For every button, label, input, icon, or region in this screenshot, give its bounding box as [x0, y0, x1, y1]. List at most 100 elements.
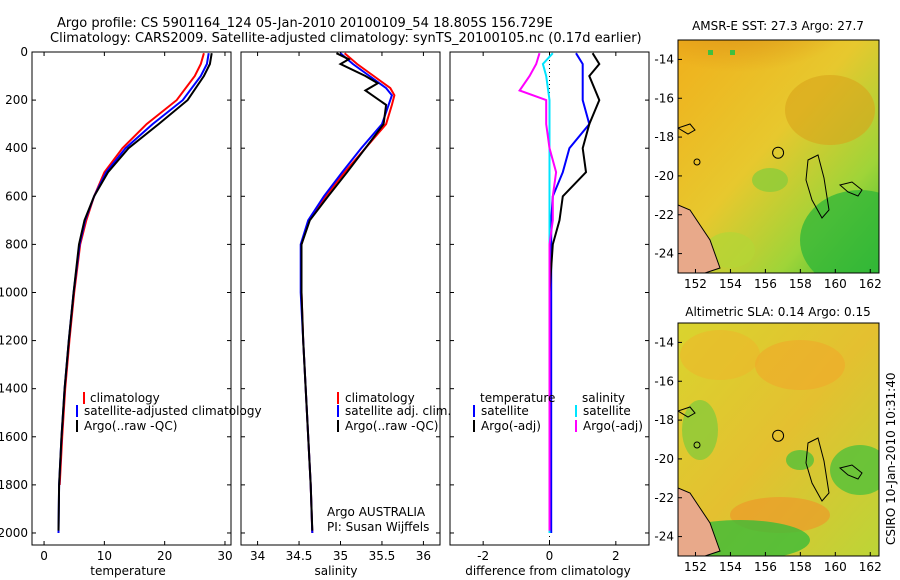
series-line-salinity-argo-adj-	[518, 52, 558, 531]
salinity-legend: climatology satellite adj. clim. Argo(..…	[327, 391, 451, 534]
map-y-tick-label: -22	[654, 208, 674, 222]
x-tick-label: 34.5	[286, 549, 313, 563]
series-line-argo-raw-qc-	[57, 53, 213, 531]
coastline	[678, 487, 721, 556]
series-line-argo-raw-qc-	[300, 52, 388, 531]
sla-low-patch	[830, 445, 879, 495]
argo-float-marker	[772, 429, 785, 442]
map-y-tick-label: -24	[654, 247, 674, 261]
x-tick-label: 2	[612, 549, 620, 563]
reef-outline	[805, 437, 830, 502]
argo-agency-label: Argo AUSTRALIA	[327, 505, 426, 519]
salinity-axes: 34 34.5 35 35.5 36	[241, 51, 440, 563]
series-line-temperature-satellite	[550, 52, 591, 533]
legend-label-satellite-adjusted: satellite-adjusted climatology	[84, 404, 262, 418]
difference-axes: -2 0 2	[450, 51, 649, 563]
series-line-satellite-adj-clim-	[299, 52, 394, 534]
legend-label-sal-satellite: satellite	[583, 404, 631, 418]
map-x-tick-label: 154	[719, 560, 742, 574]
sst-map	[678, 40, 879, 273]
legend-label-argo: Argo(..raw -QC)	[84, 419, 177, 433]
temperature-legend: climatology satellite-adjusted climatolo…	[76, 391, 262, 433]
legend-label-climatology: climatology	[345, 391, 415, 405]
sst-cool-patch	[705, 232, 755, 268]
sla-low-patch	[682, 400, 718, 460]
legend-heading-temperature: temperature	[480, 391, 555, 405]
x-tick-label: 36	[416, 549, 431, 563]
sla-low-patch	[786, 450, 814, 470]
y-tick-label: 1200	[0, 334, 28, 348]
sst-cool-patch	[800, 190, 879, 273]
sla-high-patch	[755, 340, 845, 390]
x-tick-label: 0	[546, 549, 554, 563]
map-x-tick-label: 152	[684, 560, 707, 574]
map-x-tick-label: 156	[754, 277, 777, 291]
map-y-tick-label: -22	[654, 491, 674, 505]
y-tick-label: 400	[5, 141, 28, 155]
map-x-tick-label: 152	[684, 277, 707, 291]
y-tick-label: 1600	[0, 430, 28, 444]
y-tick-label: 1400	[0, 382, 28, 396]
sla-high-patch	[680, 330, 760, 380]
temperature-plot-frame	[31, 51, 232, 546]
map-y-tick-label: -16	[654, 91, 674, 105]
temperature-xlabel: temperature	[90, 564, 165, 578]
map-y-tick-label: -14	[654, 52, 674, 66]
island-marker	[693, 441, 701, 449]
y-tick-label: 1800	[0, 478, 28, 492]
difference-xlabel: difference from climatology	[465, 564, 631, 578]
y-tick-label: 800	[5, 237, 28, 251]
x-tick-label: 0	[40, 549, 48, 563]
legend-label-temp-argo: Argo(-adj)	[481, 419, 541, 433]
map-x-tick-label: 154	[719, 277, 742, 291]
y-tick-label: 1000	[0, 285, 28, 299]
map-y-tick-label: -24	[654, 530, 674, 544]
map-y-tick-label: -20	[654, 169, 674, 183]
figure-title-line2: Climatology: CARS2009. Satellite-adjuste…	[50, 31, 642, 46]
x-tick-label: 10	[97, 549, 112, 563]
x-tick-label: 20	[157, 549, 172, 563]
legend-heading-salinity: salinity	[582, 391, 625, 405]
difference-legend: temperature satellite Argo(-adj) salinit…	[473, 391, 643, 433]
legend-label-temp-satellite: satellite	[481, 404, 529, 418]
sst-warm-patch	[785, 75, 875, 145]
legend-label-sal-argo: Argo(-adj)	[583, 419, 643, 433]
sst-map-frame	[677, 39, 880, 274]
sst-map-title: AMSR-E SST: 27.3 Argo: 27.7	[692, 19, 864, 33]
legend-label-satellite-adj: satellite adj. clim.	[345, 404, 451, 418]
map-y-tick-label: -14	[654, 335, 674, 349]
coastline	[678, 204, 721, 273]
x-tick-label: -2	[477, 549, 489, 563]
reef-outline	[678, 406, 696, 418]
reef-outline	[838, 181, 863, 197]
x-tick-label: 35	[333, 549, 348, 563]
argo-float-marker	[772, 146, 785, 159]
y-tick-label: 0	[20, 45, 28, 59]
map-x-tick-label: 158	[789, 277, 812, 291]
sla-map-title: Altimetric SLA: 0.14 Argo: 0.15	[685, 305, 870, 319]
legend-label-climatology: climatology	[90, 391, 160, 405]
land-flag-pixel	[730, 50, 735, 55]
x-tick-label: 34	[250, 549, 265, 563]
sla-map-axes: 152 154 156 158 160 162 -14 -16 -18 -20 -22 -24	[654, 335, 881, 574]
sla-map-frame	[677, 322, 880, 557]
map-x-tick-label: 162	[859, 560, 882, 574]
y-tick-label: 200	[5, 93, 28, 107]
map-x-tick-label: 156	[754, 560, 777, 574]
map-y-tick-label: -18	[654, 130, 674, 144]
x-tick-label: 35.5	[369, 549, 396, 563]
x-tick-label: 30	[217, 549, 232, 563]
land-flag-pixel	[708, 50, 713, 55]
salinity-plot-frame	[240, 51, 441, 546]
map-x-tick-label: 160	[824, 277, 847, 291]
sst-cool-patch	[752, 168, 788, 192]
reef-outline	[805, 154, 830, 219]
argo-pi-label: PI: Susan Wijffels	[327, 520, 429, 534]
map-x-tick-label: 162	[859, 277, 882, 291]
temperature-axes: 0 10 20 30 0 200 400 600 800 1000 1200 1400 1600 1800…	[0, 45, 233, 563]
csiro-timestamp: CSIRO 10-Jan-2010 10:31:40	[884, 373, 898, 545]
legend-label-argo: Argo(..raw -QC)	[345, 419, 438, 433]
map-y-tick-label: -20	[654, 452, 674, 466]
